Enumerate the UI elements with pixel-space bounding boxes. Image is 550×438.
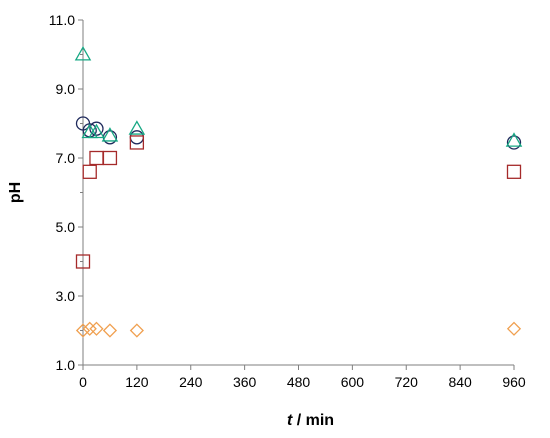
square-marker [89,150,104,166]
x-ticks: 0 120 240 360 480 600 720 840 960 [79,365,526,390]
square-marker [506,164,522,179]
diamond-marker [89,321,104,336]
x-tick-label: 0 [79,374,87,390]
triangle-marker [505,132,523,147]
axes [82,20,514,366]
circle-marker [89,121,104,136]
y-tick-label: 5.0 [56,219,76,235]
x-tick-label: 360 [233,374,257,390]
x-axis-title-unit: / min [292,412,334,429]
x-axis-title: t / min [287,412,334,429]
y-tick-label: 3.0 [56,288,76,304]
x-tick-label: 240 [179,374,203,390]
x-tick-label: 480 [287,374,311,390]
triangle-marker [128,120,146,135]
y-tick-label: 7.0 [56,150,76,166]
diamond-marker [506,321,522,336]
diamond-marker [102,323,118,338]
diamond-marker [75,323,91,338]
y-axis-title: pH [7,182,24,203]
square-marker [102,150,118,166]
y-tick-label: 11.0 [49,12,75,28]
triangle-marker [88,123,105,139]
square-marker [129,135,145,150]
diamond-marker [129,323,144,338]
x-tick-label: 960 [502,374,526,390]
triangle-marker [101,127,119,142]
y-tick-label: 9.0 [56,81,76,97]
x-tick-label: 840 [448,374,472,390]
square-marker [82,164,97,179]
diamond-marker [82,321,97,336]
y-tick-label: 1.0 [56,357,76,373]
x-tick-label: 720 [395,374,419,390]
x-tick-label: 600 [341,374,365,390]
circle-marker [506,135,522,150]
x-tick-label: 120 [125,374,149,390]
data-markers [74,46,523,338]
y-ticks: 1.0 3.0 5.0 7.0 9.0 11.0 [49,12,83,373]
square-marker [75,254,91,269]
triangle-marker [74,46,92,61]
circle-marker [129,130,145,145]
x-axis-title-italic: t [287,412,293,429]
